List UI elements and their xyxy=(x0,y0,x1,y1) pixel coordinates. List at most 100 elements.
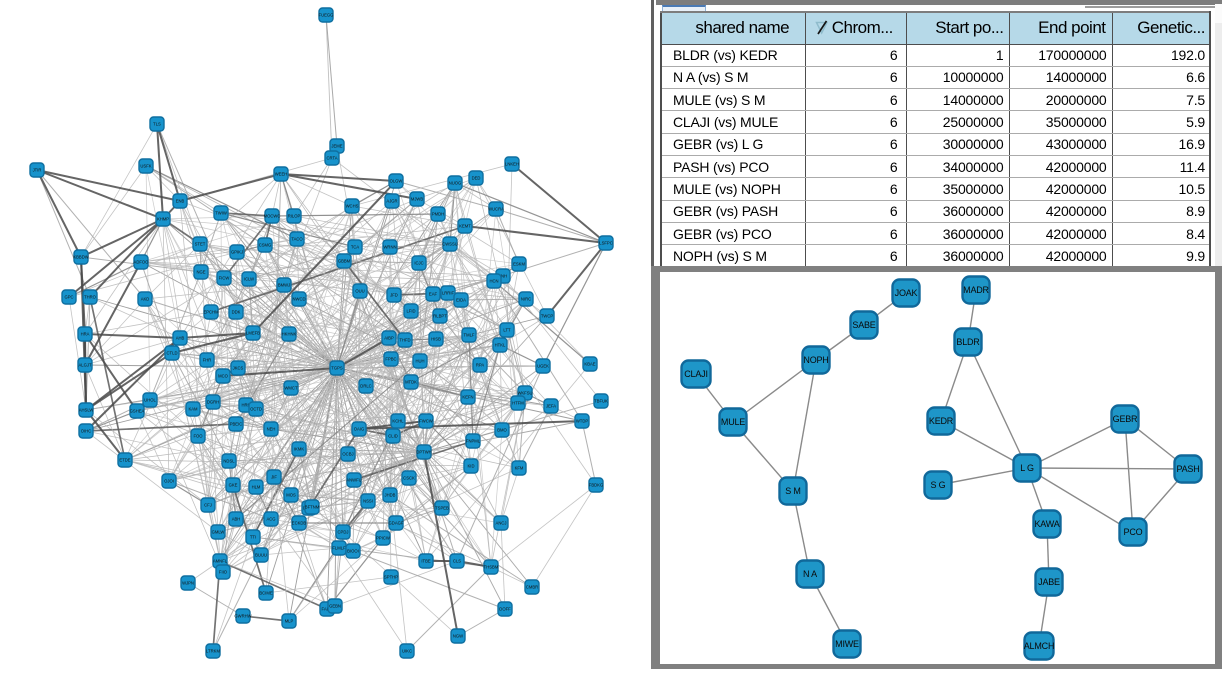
svg-text:UGEK: UGEK xyxy=(537,364,549,369)
svg-text:WRNN: WRNN xyxy=(383,245,396,250)
svg-text:RILOP: RILOP xyxy=(288,214,301,219)
svg-text:ADFOO: ADFOO xyxy=(134,260,150,265)
svg-text:CFJ: CFJ xyxy=(204,503,212,508)
svg-text:ACG: ACG xyxy=(266,517,275,522)
svg-text:JNH: JNH xyxy=(499,274,507,279)
svg-text:OAIG: OAIG xyxy=(354,427,364,432)
svg-text:JFD: JFD xyxy=(390,293,398,298)
svg-text:KEMT: KEMT xyxy=(459,224,471,229)
svg-text:DDK: DDK xyxy=(232,310,241,315)
svg-text:JKCS: JKCS xyxy=(233,366,244,371)
svg-text:ESKM: ESKM xyxy=(513,262,525,267)
svg-text:LRRIF: LRRIF xyxy=(442,291,455,296)
svg-text:THFD: THFD xyxy=(399,338,410,343)
svg-text:BIOOI: BIOOI xyxy=(347,549,359,554)
svg-text:MOCWC: MOCWC xyxy=(264,214,281,219)
svg-text:GEBN: GEBN xyxy=(329,604,341,609)
svg-text:MOS: MOS xyxy=(286,493,296,498)
svg-text:PPICW: PPICW xyxy=(376,536,390,541)
svg-text:MADR: MADR xyxy=(963,285,989,295)
svg-text:NSSI: NSSI xyxy=(363,499,373,504)
svg-text:OLGW: OLGW xyxy=(390,179,403,184)
svg-text:UIKC: UIKC xyxy=(402,649,412,654)
svg-text:ETDE: ETDE xyxy=(119,458,130,463)
svg-text:WKFSU: WKFSU xyxy=(517,391,532,396)
svg-text:GEBR: GEBR xyxy=(1113,414,1138,424)
svg-text:TWCP: TWCP xyxy=(541,314,554,319)
svg-text:KFM: KFM xyxy=(515,466,524,471)
svg-text:TLS: TLS xyxy=(153,122,161,127)
svg-text:GMLW: GMLW xyxy=(212,530,225,535)
svg-text:TACO: TACO xyxy=(291,237,303,242)
svg-text:CWSSU: CWSSU xyxy=(442,242,458,247)
svg-text:ABH: ABH xyxy=(232,517,241,522)
svg-text:AKD: AKD xyxy=(141,297,150,302)
svg-text:JHDB: JHDB xyxy=(385,493,396,498)
svg-text:DRLC: DRLC xyxy=(360,384,371,389)
svg-text:ALGJT: ALGJT xyxy=(78,363,91,368)
svg-text:CLS: CLS xyxy=(453,559,461,564)
svg-text:GDAGF: GDAGF xyxy=(389,521,404,526)
svg-text:FUEGG: FUEGG xyxy=(319,13,334,18)
svg-text:FOO: FOO xyxy=(193,434,203,439)
svg-text:TGPS: TGPS xyxy=(331,366,343,371)
svg-text:AMNFL: AMNFL xyxy=(213,559,228,564)
svg-text:FNPML: FNPML xyxy=(466,439,481,444)
svg-text:FPBC: FPBC xyxy=(385,357,396,362)
svg-text:CMBR: CMBR xyxy=(526,585,538,590)
svg-text:GBBM: GBBM xyxy=(338,259,351,264)
svg-text:TTI: TTI xyxy=(250,535,256,540)
svg-text:MIWE: MIWE xyxy=(835,639,859,649)
svg-text:KEFN: KEFN xyxy=(462,395,473,400)
svg-text:HUH: HUH xyxy=(415,359,424,364)
svg-text:KBAE: KBAE xyxy=(584,362,595,367)
svg-text:S M: S M xyxy=(785,486,800,496)
svg-text:BUUU: BUUU xyxy=(255,553,267,558)
svg-text:NGE: NGE xyxy=(196,270,205,275)
svg-text:ENB: ENB xyxy=(176,199,185,204)
svg-text:KAM: KAM xyxy=(188,407,198,412)
svg-text:BLDR: BLDR xyxy=(956,337,980,347)
svg-text:WTDP: WTDP xyxy=(576,419,589,424)
svg-text:AHSLW: AHSLW xyxy=(79,408,94,413)
svg-text:FHR: FHR xyxy=(203,358,212,363)
svg-text:JOAK: JOAK xyxy=(895,288,918,298)
svg-text:CSMG: CSMG xyxy=(259,243,272,248)
svg-text:WCHS: WCHS xyxy=(346,204,359,209)
svg-text:HKHNK: HKHNK xyxy=(282,332,297,337)
svg-text:EPCHM: EPCHM xyxy=(203,310,219,315)
svg-text:CLAJI: CLAJI xyxy=(684,369,708,379)
svg-text:FWCW: FWCW xyxy=(419,419,433,424)
svg-text:HTKL: HTKL xyxy=(495,343,506,348)
svg-text:RPA: RPA xyxy=(476,363,485,368)
svg-text:EAF: EAF xyxy=(429,292,438,297)
svg-text:GWRHW: GWRHW xyxy=(234,614,251,619)
svg-text:THRO: THRO xyxy=(84,295,97,300)
svg-text:JTIR: JTIR xyxy=(33,168,42,173)
svg-text:CRTA: CRTA xyxy=(326,156,337,161)
svg-text:KBBDW: KBBDW xyxy=(73,255,88,260)
svg-text:HCN: HCN xyxy=(489,279,498,284)
svg-text:ICJC: ICJC xyxy=(414,261,423,266)
svg-text:AIBP: AIBP xyxy=(384,336,394,341)
svg-text:TSPEB: TSPEB xyxy=(435,506,449,511)
svg-text:TCA: TCA xyxy=(351,245,360,250)
svg-text:AHB: AHB xyxy=(176,336,185,341)
svg-text:GSHEA: GSHEA xyxy=(130,409,145,414)
svg-text:HRN: HRN xyxy=(241,403,250,408)
svg-text:OCTD: OCTD xyxy=(250,407,262,412)
svg-text:PCO: PCO xyxy=(1124,527,1143,537)
svg-text:GKE: GKE xyxy=(229,483,238,488)
svg-text:L G: L G xyxy=(1020,463,1034,473)
svg-text:MJWB: MJWB xyxy=(411,197,424,202)
svg-text:WJPN: WJPN xyxy=(182,581,194,586)
svg-text:JIF: JIF xyxy=(271,475,277,480)
svg-text:MCO: MCO xyxy=(218,374,229,379)
svg-text:FLMLF: FLMLF xyxy=(332,546,346,551)
svg-text:JEME: JEME xyxy=(331,144,342,149)
svg-text:CPDJ: CPDJ xyxy=(338,530,349,535)
svg-text:MTDK: MTDK xyxy=(405,380,417,385)
svg-text:BMWJ: BMWJ xyxy=(278,283,290,288)
svg-text:GPIKJ: GPIKJ xyxy=(231,250,243,255)
svg-text:AJGR: AJGR xyxy=(386,199,397,204)
